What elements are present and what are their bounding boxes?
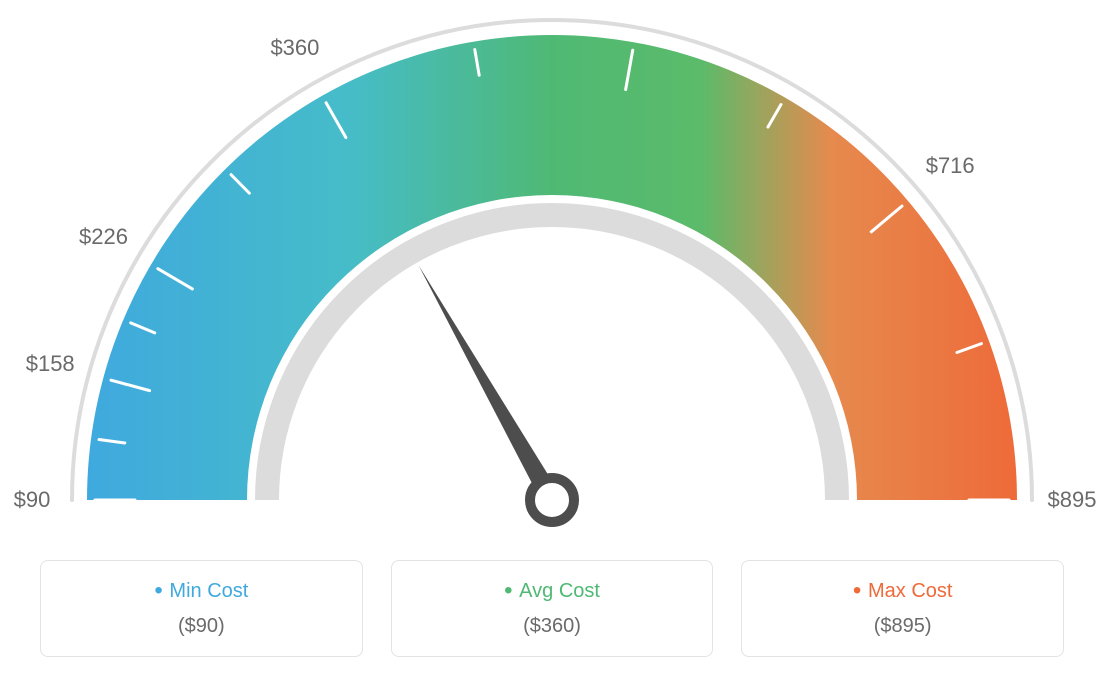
legend-title-min: Min Cost xyxy=(51,577,352,605)
legend-card-avg: Avg Cost ($360) xyxy=(391,560,714,657)
legend-card-max: Max Cost ($895) xyxy=(741,560,1064,657)
gauge-chart: $90 $158 $226 $360 $538 $716 $895 xyxy=(0,0,1104,560)
gauge-tick-label: $895 xyxy=(1048,487,1097,513)
legend-title-avg: Avg Cost xyxy=(402,577,703,605)
gauge-tick-label: $226 xyxy=(79,224,128,250)
gauge-tick-label: $90 xyxy=(14,487,51,513)
gauge-tick-label: $360 xyxy=(270,35,319,61)
legend-title-max: Max Cost xyxy=(752,577,1053,605)
gauge-tick-label: $538 xyxy=(619,0,668,1)
gauge-svg xyxy=(0,0,1104,560)
legend-row: Min Cost ($90) Avg Cost ($360) Max Cost ($895… xyxy=(0,560,1104,687)
legend-value-max: ($895) xyxy=(752,615,1053,638)
legend-value-avg: ($360) xyxy=(402,615,703,638)
gauge-tick-label: $158 xyxy=(26,351,75,377)
gauge-tick-label: $716 xyxy=(926,153,975,179)
legend-card-min: Min Cost ($90) xyxy=(40,560,363,657)
legend-value-min: ($90) xyxy=(51,615,352,638)
